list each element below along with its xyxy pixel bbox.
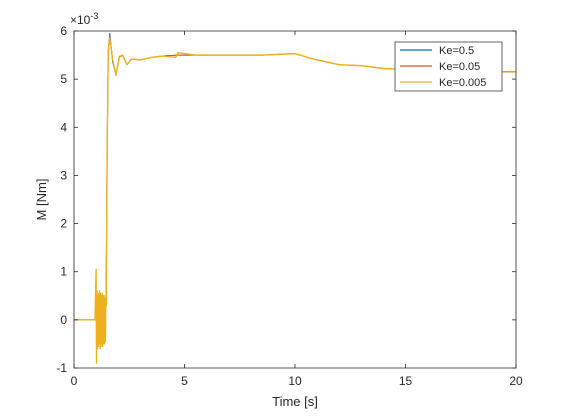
y-tick-label: 6 — [60, 24, 67, 38]
x-tick-label: 0 — [71, 374, 78, 388]
legend-label: Ke=0.005 — [439, 77, 486, 89]
y-axis: -1 0 1 2 3 4 5 6 — [56, 24, 516, 375]
x-tick-label: 20 — [509, 374, 523, 388]
y-tick-label: 0 — [60, 313, 67, 327]
y-tick-label: 1 — [60, 265, 67, 279]
y-axis-label: M [Nm] — [34, 179, 49, 221]
y-tick-label: -1 — [56, 361, 67, 375]
x-tick-label: 15 — [399, 374, 413, 388]
x-tick-label: 5 — [181, 374, 188, 388]
y-exponent-label: ×10-3 — [70, 11, 98, 27]
exponent-base: ×10 — [70, 13, 91, 27]
exponent-power: -3 — [90, 11, 98, 21]
legend: Ke=0.5 Ke=0.05 Ke=0.005 — [394, 41, 503, 92]
y-tick-label: 3 — [60, 168, 67, 182]
x-tick-label: 10 — [288, 374, 302, 388]
x-axis-label: Time [s] — [272, 394, 318, 409]
x-axis: 0 5 10 15 20 — [71, 31, 523, 388]
y-tick-label: 2 — [60, 217, 67, 231]
y-tick-label: 5 — [60, 72, 67, 86]
legend-label: Ke=0.5 — [439, 45, 474, 57]
legend-label: Ke=0.05 — [439, 61, 480, 73]
y-tick-label: 4 — [60, 120, 67, 134]
series-line-3 — [74, 37, 516, 364]
